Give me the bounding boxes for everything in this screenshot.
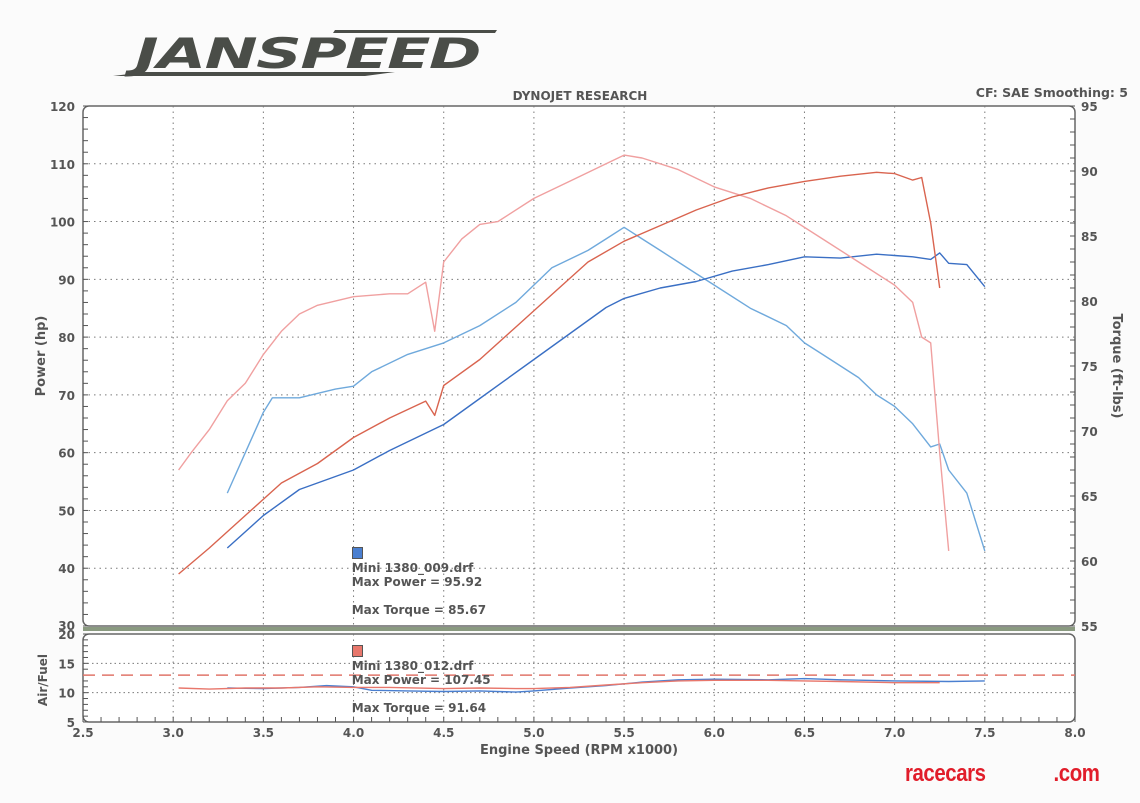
legend-item-009: Mini 1380_009.drf Max Power = 95.92 Max … bbox=[335, 533, 491, 631]
svg-text:30: 30 bbox=[58, 619, 75, 633]
svg-text:JANSPEED: JANSPEED bbox=[124, 29, 480, 78]
svg-text:5.0: 5.0 bbox=[523, 726, 544, 740]
series-lines bbox=[83, 154, 1075, 693]
svg-text:4.5: 4.5 bbox=[433, 726, 454, 740]
svg-text:3.0: 3.0 bbox=[163, 726, 184, 740]
svg-text:10: 10 bbox=[58, 687, 75, 701]
power-axis-label: Power (hp) bbox=[34, 316, 49, 397]
svg-text:95: 95 bbox=[1081, 100, 1098, 114]
svg-text:60: 60 bbox=[58, 447, 75, 461]
svg-text:90: 90 bbox=[58, 273, 75, 287]
legend-swatch-012 bbox=[351, 645, 363, 657]
correction-smoothing-label: CF: SAE Smoothing: 5 bbox=[975, 85, 1128, 100]
svg-text:6.5: 6.5 bbox=[794, 726, 815, 740]
legend-max-power-009: Max Power = 95.92 bbox=[351, 575, 483, 589]
legend-item-012: Mini 1380_012.drf Max Power = 107.45 Max… bbox=[335, 631, 491, 729]
svg-text:8.0: 8.0 bbox=[1064, 726, 1085, 740]
svg-text:7.5: 7.5 bbox=[974, 726, 995, 740]
power-torque-plot-area bbox=[82, 105, 1076, 631]
svg-text:70: 70 bbox=[1081, 425, 1098, 439]
svg-text:120: 120 bbox=[50, 100, 75, 114]
watermark-part2: .com bbox=[1053, 760, 1100, 787]
svg-text:80: 80 bbox=[58, 331, 75, 345]
legend-file-012: Mini 1380_012.drf bbox=[351, 659, 474, 673]
legend-max-torque-009: Max Torque = 85.67 bbox=[351, 603, 487, 617]
svg-text:5: 5 bbox=[67, 716, 75, 730]
svg-text:40: 40 bbox=[58, 562, 75, 576]
x-axis-label: Engine Speed (RPM x1000) bbox=[480, 743, 678, 758]
svg-text:5.5: 5.5 bbox=[613, 726, 634, 740]
svg-text:85: 85 bbox=[1081, 230, 1098, 244]
chart-title: DYNOJET RESEARCH bbox=[512, 89, 648, 103]
svg-text:100: 100 bbox=[50, 216, 75, 230]
svg-text:110: 110 bbox=[50, 158, 75, 172]
svg-text:50: 50 bbox=[58, 504, 75, 518]
air-fuel-axis-label: Air/Fuel bbox=[36, 654, 50, 706]
svg-text:2.5: 2.5 bbox=[72, 726, 93, 740]
legend-file-009: Mini 1380_009.drf bbox=[351, 561, 474, 575]
svg-text:3.5: 3.5 bbox=[253, 726, 274, 740]
svg-text:55: 55 bbox=[1081, 620, 1098, 634]
svg-text:90: 90 bbox=[1081, 165, 1098, 179]
svg-text:4.0: 4.0 bbox=[343, 726, 364, 740]
legend-max-power-012: Max Power = 107.45 bbox=[351, 673, 491, 687]
torque-axis-label: Torque (ft-lbs) bbox=[1109, 313, 1124, 418]
svg-text:80: 80 bbox=[1081, 295, 1098, 309]
legend-max-torque-012: Max Torque = 91.64 bbox=[351, 701, 487, 715]
svg-text:7.0: 7.0 bbox=[884, 726, 905, 740]
axes: 2.5 3.0 3.5 4.0 4.5 5.0 5.5 6.0 6.5 7.0 7.5 8.0 30 40… bbox=[50, 100, 1098, 740]
legend: Mini 1380_009.drf Max Power = 95.92 Max … bbox=[335, 533, 491, 729]
legend-swatch-009 bbox=[351, 547, 363, 559]
air-fuel-plot-area bbox=[82, 633, 1076, 723]
svg-text:60: 60 bbox=[1081, 555, 1098, 569]
janspeed-logo: JANSPEED bbox=[113, 29, 497, 78]
svg-text:20: 20 bbox=[58, 628, 75, 642]
watermark-part1: racecars bbox=[905, 760, 986, 787]
watermark: racecars .com bbox=[905, 760, 1100, 788]
svg-text:70: 70 bbox=[58, 389, 75, 403]
svg-text:75: 75 bbox=[1081, 360, 1098, 374]
svg-text:6.0: 6.0 bbox=[704, 726, 725, 740]
svg-text:15: 15 bbox=[58, 657, 75, 671]
svg-text:65: 65 bbox=[1081, 490, 1098, 504]
